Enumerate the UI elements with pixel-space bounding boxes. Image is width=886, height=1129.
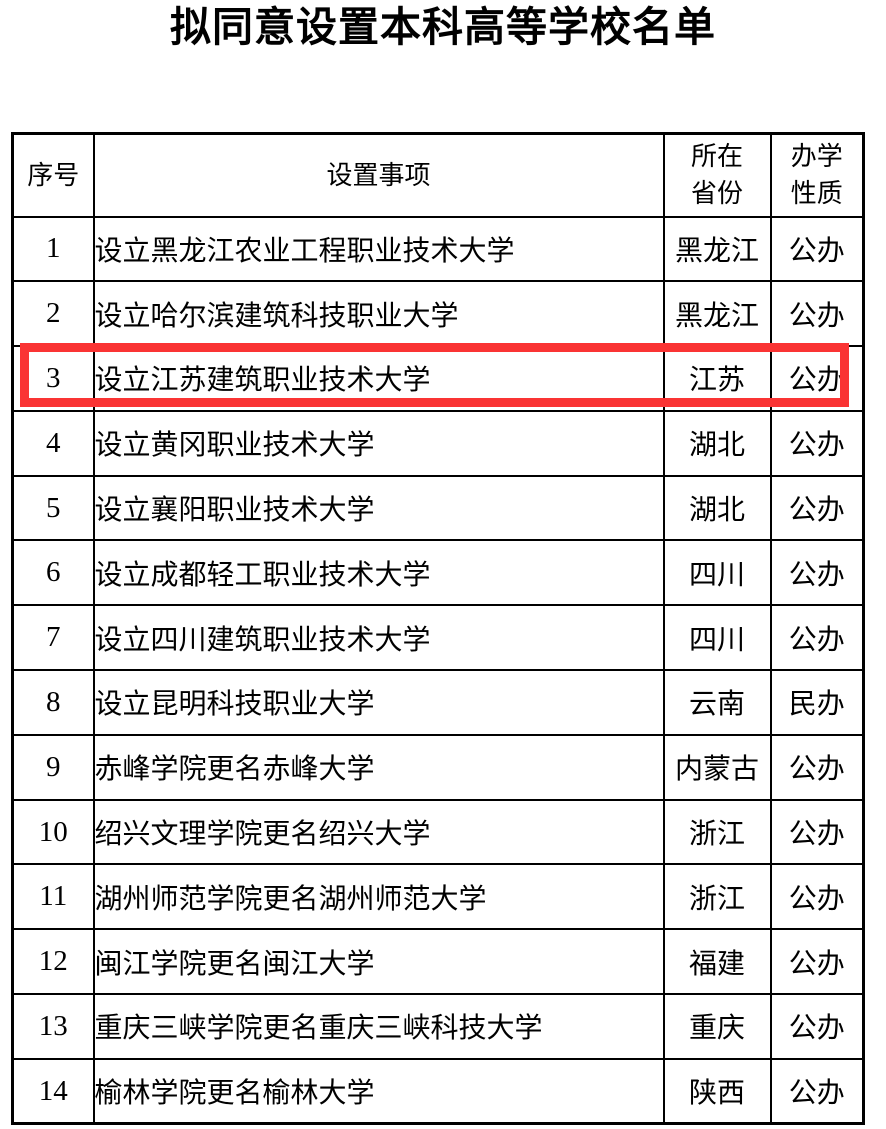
header-province: 所在省份 <box>662 132 772 218</box>
row-item: 设立黑龙江农业工程职业技术大学 <box>92 215 665 283</box>
table-row: 14 榆林学院更名榆林大学 陕西 公办 <box>11 1057 865 1125</box>
table-header-row: 序号 设置事项 所在省份 办学性质 <box>11 132 865 218</box>
table-row: 9 赤峰学院更名赤峰大学 内蒙古 公办 <box>11 733 865 801</box>
row-item: 设立襄阳职业技术大学 <box>92 474 665 542</box>
row-province: 陕西 <box>662 1057 772 1125</box>
table-row: 11 湖州师范学院更名湖州师范大学 浙江 公办 <box>11 863 865 931</box>
row-province: 福建 <box>662 928 772 996</box>
row-province: 浙江 <box>662 863 772 931</box>
row-item: 设立黄冈职业技术大学 <box>92 409 665 477</box>
row-number: 14 <box>11 1057 95 1125</box>
row-nature: 公办 <box>769 863 865 931</box>
row-number: 12 <box>11 928 95 996</box>
row-nature: 公办 <box>769 280 865 348</box>
header-province-label: 所在省份 <box>690 141 743 209</box>
table-row: 1 设立黑龙江农业工程职业技术大学 黑龙江 公办 <box>11 215 865 283</box>
row-number: 2 <box>11 280 95 348</box>
school-list-table: 序号 设置事项 所在省份 办学性质 1 设立黑龙江农业工程职业技术大学 黑龙江 … <box>11 132 865 1126</box>
header-nature: 办学性质 <box>769 132 865 218</box>
row-province: 浙江 <box>662 798 772 866</box>
table-row: 8 设立昆明科技职业大学 云南 民办 <box>11 669 865 736</box>
row-number: 9 <box>11 733 95 801</box>
row-province: 四川 <box>662 604 772 672</box>
row-item: 榆林学院更名榆林大学 <box>92 1057 665 1125</box>
row-item: 设立成都轻工职业技术大学 <box>92 539 665 607</box>
row-number: 8 <box>11 669 95 736</box>
row-province: 四川 <box>662 539 772 607</box>
header-item: 设置事项 <box>92 132 665 218</box>
row-number: 5 <box>11 474 95 542</box>
row-item: 设立江苏建筑职业技术大学 <box>92 345 665 412</box>
row-province: 湖北 <box>662 474 772 542</box>
table-row: 4 设立黄冈职业技术大学 湖北 公办 <box>11 409 865 477</box>
page-title: 拟同意设置本科高等学校名单 <box>170 4 716 50</box>
row-province: 云南 <box>662 669 772 736</box>
row-item: 闽江学院更名闽江大学 <box>92 928 665 996</box>
row-item: 绍兴文理学院更名绍兴大学 <box>92 798 665 866</box>
row-nature: 公办 <box>769 474 865 542</box>
row-nature: 公办 <box>769 409 865 477</box>
row-number: 4 <box>11 409 95 477</box>
row-province: 内蒙古 <box>662 733 772 801</box>
table-row: 5 设立襄阳职业技术大学 湖北 公办 <box>11 474 865 542</box>
row-province: 重庆 <box>662 993 772 1060</box>
row-nature: 公办 <box>769 604 865 672</box>
row-nature: 公办 <box>769 1057 865 1125</box>
row-number: 11 <box>11 863 95 931</box>
table-row: 13 重庆三峡学院更名重庆三峡科技大学 重庆 公办 <box>11 993 865 1060</box>
row-item: 设立四川建筑职业技术大学 <box>92 604 665 672</box>
table-row: 12 闽江学院更名闽江大学 福建 公办 <box>11 928 865 996</box>
row-nature: 民办 <box>769 669 865 736</box>
row-number: 1 <box>11 215 95 283</box>
row-nature: 公办 <box>769 345 865 412</box>
table-row: 6 设立成都轻工职业技术大学 四川 公办 <box>11 539 865 607</box>
row-number: 10 <box>11 798 95 866</box>
row-item: 重庆三峡学院更名重庆三峡科技大学 <box>92 993 665 1060</box>
row-nature: 公办 <box>769 928 865 996</box>
row-nature: 公办 <box>769 733 865 801</box>
row-item: 赤峰学院更名赤峰大学 <box>92 733 665 801</box>
row-province: 黑龙江 <box>662 280 772 348</box>
row-number: 7 <box>11 604 95 672</box>
table-row: 7 设立四川建筑职业技术大学 四川 公办 <box>11 604 865 672</box>
row-item: 设立哈尔滨建筑科技职业大学 <box>92 280 665 348</box>
table-row: 2 设立哈尔滨建筑科技职业大学 黑龙江 公办 <box>11 280 865 348</box>
row-item: 湖州师范学院更名湖州师范大学 <box>92 863 665 931</box>
row-number: 6 <box>11 539 95 607</box>
row-nature: 公办 <box>769 215 865 283</box>
table-row: 10 绍兴文理学院更名绍兴大学 浙江 公办 <box>11 798 865 866</box>
row-nature: 公办 <box>769 539 865 607</box>
table-row-highlighted: 3 设立江苏建筑职业技术大学 江苏 公办 <box>11 345 865 412</box>
row-nature: 公办 <box>769 798 865 866</box>
row-province: 黑龙江 <box>662 215 772 283</box>
row-item: 设立昆明科技职业大学 <box>92 669 665 736</box>
row-province: 湖北 <box>662 409 772 477</box>
row-nature: 公办 <box>769 993 865 1060</box>
row-number: 13 <box>11 993 95 1060</box>
header-index: 序号 <box>11 132 95 218</box>
row-number: 3 <box>11 345 95 412</box>
header-nature-label: 办学性质 <box>790 141 843 209</box>
row-province: 江苏 <box>662 345 772 412</box>
